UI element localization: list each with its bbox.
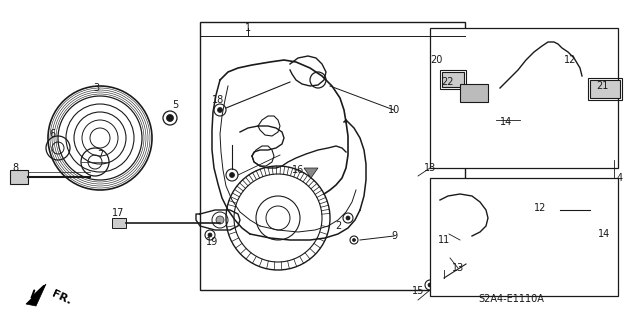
Bar [430,178,618,296]
Text: 6: 6 [49,129,55,139]
Text: 16: 16 [292,165,304,175]
Text: 13: 13 [424,163,436,173]
Text: 19: 19 [206,237,218,247]
Text: S2A4-E1110A: S2A4-E1110A [478,294,544,304]
Text: 7: 7 [97,150,103,160]
Text: 8: 8 [12,163,18,173]
Bar [112,218,126,228]
Text: 12: 12 [564,55,576,65]
Circle shape [218,108,223,113]
Text: 9: 9 [391,231,397,241]
Text: 3: 3 [93,83,99,93]
Circle shape [448,93,452,97]
Text: 10: 10 [388,105,400,115]
Text: 11: 11 [438,235,450,245]
Bar [200,22,465,290]
FancyArrowPatch shape [32,286,44,298]
Text: 4: 4 [617,173,623,183]
Bar [10,170,28,184]
Bar [440,70,466,89]
Circle shape [442,230,446,234]
Bar [590,80,620,98]
Text: 15: 15 [412,286,424,296]
Text: 17: 17 [112,208,124,218]
Text: 14: 14 [598,229,610,239]
Bar [460,84,488,102]
Text: 22: 22 [442,77,454,87]
Text: 2: 2 [335,221,341,231]
Text: 20: 20 [430,55,442,65]
Bar [430,28,618,168]
Circle shape [598,231,602,234]
Text: FR.: FR. [50,289,73,307]
Text: 18: 18 [212,95,224,105]
Bar [588,78,622,100]
Circle shape [208,233,212,237]
Text: 12: 12 [534,203,546,213]
Text: 21: 21 [596,81,608,91]
Circle shape [490,118,493,122]
Polygon shape [304,168,318,178]
Text: 5: 5 [172,100,178,110]
Circle shape [166,115,173,122]
Circle shape [428,283,432,287]
Polygon shape [26,284,46,306]
Text: 14: 14 [500,117,512,127]
Bar [442,72,464,87]
Text: 13: 13 [452,263,464,273]
Circle shape [353,239,355,241]
Circle shape [346,216,350,220]
Text: 1: 1 [245,23,251,33]
Circle shape [216,216,224,224]
Circle shape [230,173,234,177]
